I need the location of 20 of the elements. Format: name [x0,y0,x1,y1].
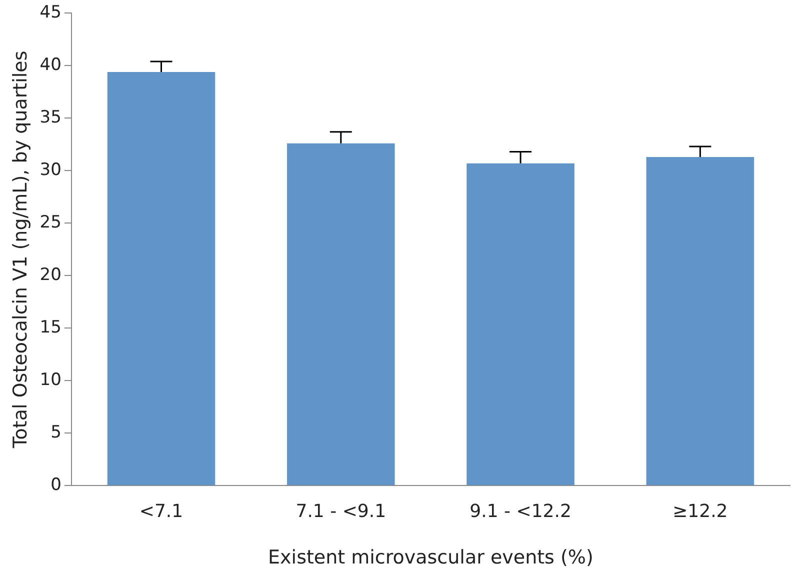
bar [466,163,574,486]
y-tick-label: 10 [40,370,62,390]
y-tick-label: 5 [50,422,62,443]
y-tick-label: 45 [40,2,62,23]
y-tick-label: 15 [40,318,62,338]
y-axis-title: Total Osteocalcin V1 (ng/mL), by quartiles [9,50,32,450]
y-tick-label: 35 [40,108,62,128]
bar [107,72,216,486]
bar [287,143,395,486]
x-tick-label: 7.1 - <9.1 [296,501,386,522]
y-tick-label: 30 [40,160,62,180]
y-tick-label: 25 [40,212,62,233]
x-axis-title: Existent microvascular events (%) [268,546,594,569]
y-tick-label: 40 [40,55,62,76]
bar [646,157,754,486]
x-tick-label: 9.1 - <12.2 [470,501,572,522]
x-tick-label: ≥12.2 [672,501,728,522]
x-tick-label: <7.1 [139,501,184,522]
y-tick-label: 0 [50,475,62,496]
y-tick-label: 20 [40,265,62,286]
